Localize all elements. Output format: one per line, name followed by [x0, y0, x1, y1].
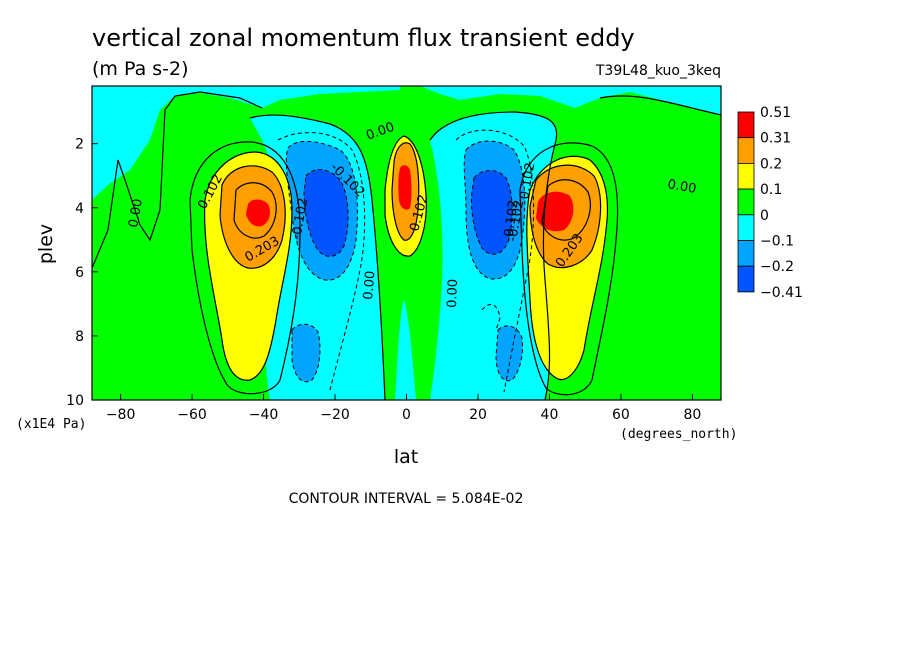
colorbar-label: 0	[760, 208, 769, 224]
contour-field: 0.00 0.00 0.00 0.00 0.00 0.102 0.102 0.1…	[92, 86, 721, 400]
y-tick-label: 8	[75, 329, 84, 345]
dashed-contours	[277, 129, 535, 393]
colorbar-swatch	[737, 240, 755, 267]
colorbar-swatch	[737, 265, 755, 293]
contour-label: 0.102	[517, 161, 538, 200]
level-below-neg-0.2	[304, 169, 513, 257]
solid-contours	[92, 91, 721, 400]
colorbar-swatch	[737, 137, 755, 164]
x-tick-label: 40	[541, 407, 559, 423]
run-label: T39L48_kuo_3keq	[595, 63, 721, 79]
contour-label: 0.00	[666, 177, 697, 197]
x-tick-label: −60	[177, 407, 207, 423]
y-tick-label: 10	[66, 393, 84, 409]
colorbar-label: −0.1	[760, 234, 794, 250]
contour-label: 0.00	[126, 198, 146, 229]
x-tick-label: −80	[106, 407, 136, 423]
contour-label: -0.102	[501, 199, 522, 243]
x-tick-label: 60	[612, 407, 630, 423]
colorbar-label: 0.1	[760, 182, 782, 198]
colorbar-swatch	[737, 188, 755, 216]
x-tick-label: 20	[469, 407, 487, 423]
contour-label: 0.00	[445, 279, 461, 308]
colorbar-label: −0.41	[760, 285, 803, 301]
contour-label: 0.00	[361, 270, 378, 300]
x-units: (degrees_north)	[620, 427, 737, 442]
contour-label: -0.102	[505, 199, 527, 243]
chart-title: vertical zonal momentum flux transient e…	[92, 24, 635, 52]
x-tick-label: 80	[683, 407, 701, 423]
colorbar-swatch	[737, 214, 755, 241]
y-units: (x1E4 Pa)	[16, 417, 86, 432]
y-tick-label: 2	[75, 137, 84, 153]
y-tick-label: 4	[75, 201, 84, 217]
y-tick-label: 6	[75, 265, 84, 281]
chart-units: (m Pa s-2)	[92, 58, 189, 80]
y-axis: 2 4 6 8 10	[66, 137, 98, 409]
y-axis-label: plev	[35, 224, 57, 264]
colorbar-label: 0.2	[760, 156, 782, 172]
x-axis: −80 −60 −40 −20 0 20 40 60 80	[106, 394, 701, 423]
colorbar: 0.51 0.31 0.2 0.1 0 −0.1 −0.2 −0.41	[737, 105, 803, 301]
x-tick-label: 0	[402, 407, 411, 423]
x-tick-label: −20	[320, 407, 350, 423]
colorbar-label: 0.31	[760, 131, 791, 147]
x-axis-label: lat	[394, 446, 418, 468]
colorbar-swatch	[737, 162, 755, 190]
colorbar-label: 0.51	[760, 105, 791, 121]
contour-interval: CONTOUR INTERVAL = 5.084E-02	[289, 491, 524, 507]
colorbar-swatch	[737, 111, 755, 139]
x-tick-label: −40	[249, 407, 279, 423]
contour-label: -0.102	[289, 197, 311, 241]
colorbar-label: −0.2	[760, 259, 794, 275]
